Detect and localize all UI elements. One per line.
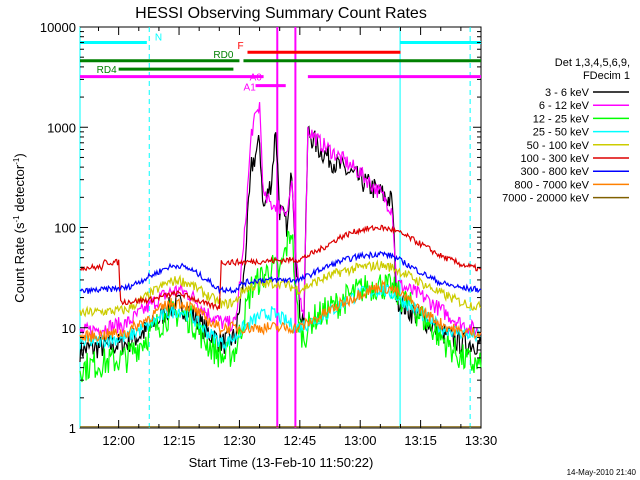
generation-timestamp: 14-May-2010 21:40 xyxy=(567,468,637,477)
series-line-1 xyxy=(79,102,482,339)
legend-label-4: 50 - 100 keV xyxy=(527,140,590,152)
y-tick-label-1: 10 xyxy=(62,321,76,336)
legend-label-0: 3 - 6 keV xyxy=(545,87,590,99)
series-line-6 xyxy=(79,250,482,295)
x-tick-label-3: 12:45 xyxy=(284,433,317,448)
legend-label-8: 7000 - 20000 keV xyxy=(502,193,590,205)
series-line-7 xyxy=(79,279,482,343)
axes: 12:00 12:15 12:30 12:45 13:00 13:15 13:30 1 10 10… xyxy=(40,20,497,448)
flag-label-rd4: RD4 xyxy=(97,65,117,76)
x-tick-label-6: 13:30 xyxy=(465,433,498,448)
legend-label-7: 800 - 7000 keV xyxy=(514,179,589,191)
legend-label-1: 6 - 12 keV xyxy=(539,100,590,112)
flag-label-a1: A1 xyxy=(244,83,257,94)
y-axis-label-base: Count Rate (s xyxy=(12,222,27,303)
x-tick-label-1: 12:15 xyxy=(163,433,196,448)
flag-label-a0: A0 xyxy=(250,73,263,84)
vertical-markers xyxy=(79,27,471,428)
y-tick-label-2: 100 xyxy=(54,221,76,236)
legend-label-6: 300 - 800 keV xyxy=(521,166,590,178)
series-line-5 xyxy=(79,224,482,311)
legend-label-3: 25 - 50 keV xyxy=(533,127,590,139)
series-line-4 xyxy=(79,259,482,318)
y-axis-label-mid: detector xyxy=(12,164,27,215)
chart-title: HESSI Observing Summary Count Rates xyxy=(135,5,427,22)
legend-label-2: 12 - 25 keV xyxy=(533,113,590,125)
legend-header-detectors: Det 1,3,4,5,6,9, xyxy=(555,57,630,69)
flag-label-n: N xyxy=(155,33,162,44)
legend-label-5: 100 - 300 keV xyxy=(521,153,590,165)
x-tick-label-5: 13:15 xyxy=(404,433,437,448)
x-tick-label-4: 13:00 xyxy=(344,433,377,448)
x-tick-label-2: 12:30 xyxy=(223,433,256,448)
x-tick-label-0: 12:00 xyxy=(102,433,135,448)
y-axis-label-sup2: -1 xyxy=(12,157,21,165)
y-axis-label: Count Rate (s-1 detector-1) xyxy=(12,153,27,302)
flag-label-rd0: RD0 xyxy=(213,50,233,61)
series-line-2 xyxy=(79,230,482,383)
plot-area xyxy=(79,26,482,429)
y-tick-label-4: 10000 xyxy=(40,20,76,35)
series-layer xyxy=(79,102,482,428)
y-tick-label-3: 1000 xyxy=(47,120,76,135)
x-axis-label: Start Time (13-Feb-10 11:50:22) xyxy=(189,455,374,470)
y-axis-label-sup1: -1 xyxy=(12,215,21,223)
legend-header-fdecim: FDecim 1 xyxy=(583,70,630,82)
y-axis-label-end: ) xyxy=(12,153,27,157)
flag-label-f: F xyxy=(237,41,243,52)
y-tick-label-0: 1 xyxy=(69,421,76,436)
